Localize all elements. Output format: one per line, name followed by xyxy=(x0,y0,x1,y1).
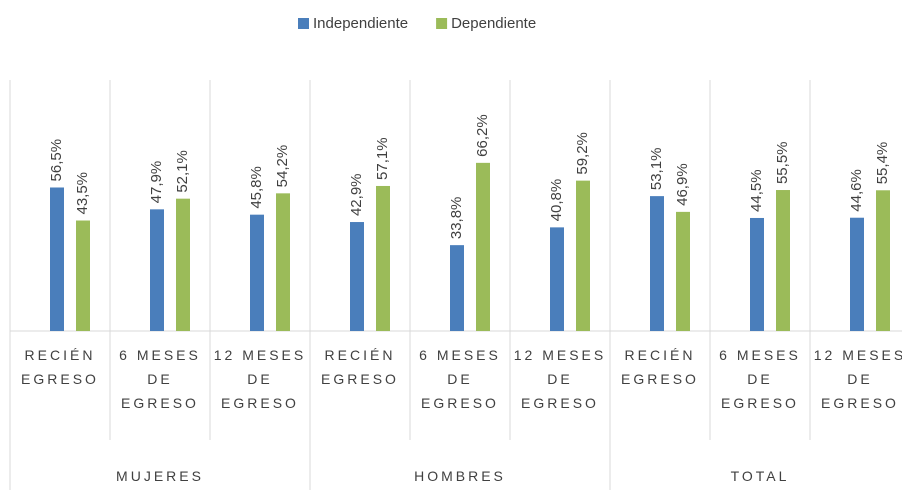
bar xyxy=(276,193,290,331)
bar xyxy=(376,185,390,331)
x-tick-label: RECIÉN EGRESO xyxy=(21,347,99,387)
bar xyxy=(250,214,264,331)
bar xyxy=(876,190,890,331)
bar xyxy=(50,187,64,331)
x-tick-label: 12 MESES DE EGRESO xyxy=(513,347,607,411)
x-tick-label: RECIÉN EGRESO xyxy=(621,347,699,387)
group-label: MUJERES xyxy=(116,468,204,484)
bar xyxy=(350,222,364,331)
value-label: 33,8% xyxy=(448,197,465,240)
value-label: 55,4% xyxy=(874,142,891,185)
bar xyxy=(650,196,664,331)
value-label: 54,2% xyxy=(274,145,291,188)
bar xyxy=(476,162,490,331)
bar xyxy=(76,220,90,331)
bar xyxy=(450,245,464,331)
bar xyxy=(750,217,764,331)
legend-swatch xyxy=(436,18,448,29)
value-label: 59,2% xyxy=(574,132,591,175)
legend-label: Independiente xyxy=(313,15,408,32)
value-label: 46,9% xyxy=(674,163,691,206)
bar xyxy=(576,180,590,331)
value-label: 66,2% xyxy=(474,114,491,157)
bar xyxy=(150,209,164,331)
x-tick-label: 6 MESES DE EGRESO xyxy=(119,347,201,411)
x-tick-label: 12 MESES DE EGRESO xyxy=(213,347,307,411)
value-label: 55,5% xyxy=(774,141,791,184)
value-label: 53,1% xyxy=(648,148,665,191)
value-label: 44,5% xyxy=(748,169,765,212)
x-tick-label: RECIÉN EGRESO xyxy=(321,347,399,387)
value-label: 45,8% xyxy=(248,166,265,209)
x-tick-label: 12 MESES DE EGRESO xyxy=(813,347,902,411)
value-label: 44,6% xyxy=(848,169,865,212)
legend-label: Dependiente xyxy=(451,15,536,32)
bar xyxy=(776,190,790,331)
x-tick-label: 6 MESES DE EGRESO xyxy=(419,347,501,411)
bar xyxy=(850,217,864,331)
legend-swatch xyxy=(298,18,309,29)
value-label: 40,8% xyxy=(548,179,565,222)
value-label: 57,1% xyxy=(374,137,391,180)
group-label: HOMBRES xyxy=(414,468,506,484)
group-label: TOTAL xyxy=(730,468,790,484)
value-label: 56,5% xyxy=(48,139,65,182)
bar xyxy=(676,211,690,331)
bar xyxy=(550,227,564,331)
value-label: 43,5% xyxy=(74,172,91,215)
value-label: 52,1% xyxy=(174,150,191,193)
value-label: 42,9% xyxy=(348,173,365,216)
value-label: 47,9% xyxy=(148,161,165,204)
x-tick-label: 6 MESES DE EGRESO xyxy=(719,347,801,411)
bar xyxy=(176,198,190,331)
